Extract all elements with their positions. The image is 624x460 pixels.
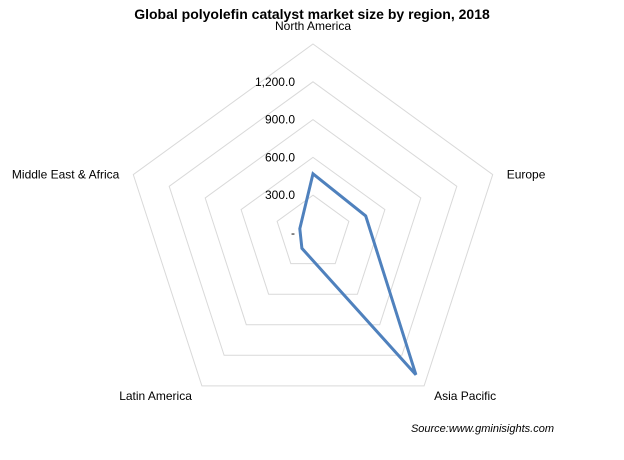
chart-title: Global polyolefin catalyst market size b… [134, 6, 490, 22]
radial-axis-ticks: - 300.0 600.0 900.0 1,200.0 [255, 75, 295, 240]
category-labels: North America Europe Asia Pacific Latin Ame… [12, 19, 546, 403]
series-line [298, 171, 418, 376]
category-label: North America [275, 19, 351, 33]
category-label: Europe [507, 168, 546, 182]
category-label: Asia Pacific [434, 389, 496, 403]
source-note: Source:www.gminisights.com [411, 423, 554, 435]
r-tick-label: 300.0 [265, 188, 295, 202]
r-tick-label: - [291, 226, 295, 240]
category-label: Middle East & Africa [12, 168, 120, 182]
grid-ring [168, 81, 458, 356]
grid-ring [132, 43, 494, 387]
r-tick-label: 600.0 [265, 150, 295, 164]
series-layer [298, 171, 418, 376]
radar-grid [132, 43, 494, 387]
category-label: Latin America [119, 389, 192, 403]
r-tick-label: 1,200.0 [255, 75, 295, 89]
r-tick-label: 900.0 [265, 113, 295, 127]
grid-ring [276, 194, 350, 265]
grid-ring [204, 118, 422, 326]
grid-ring [240, 156, 386, 295]
